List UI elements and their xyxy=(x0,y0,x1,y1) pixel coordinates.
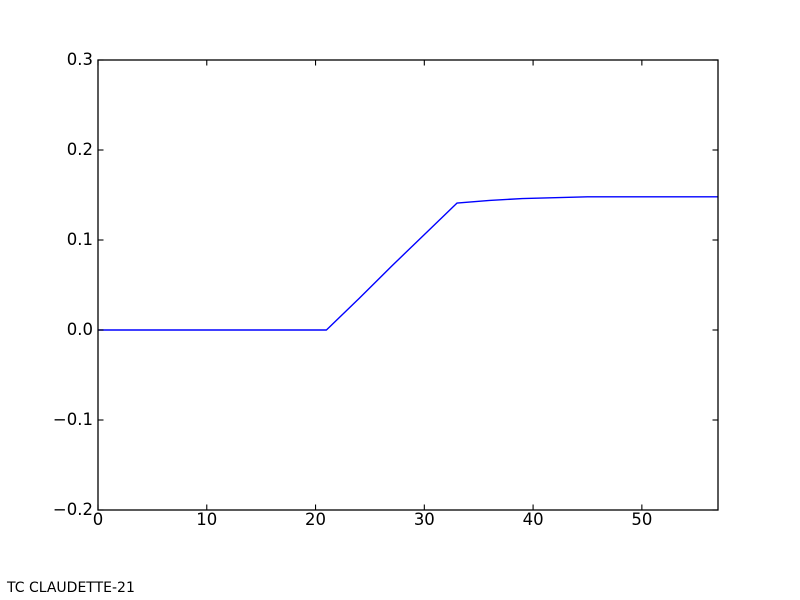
y-tick-label: −0.1 xyxy=(52,410,93,429)
y-tick-label: 0.1 xyxy=(66,230,93,249)
x-tick-label: 50 xyxy=(631,510,653,529)
x-tick-label: 0 xyxy=(92,510,104,529)
series-line-k-parameter xyxy=(98,196,718,331)
chart-footer: TC CLAUDETTE-21 k parameter Bulletin No.… xyxy=(7,556,281,600)
axis-ticks xyxy=(97,59,718,511)
footer-storm-name: TC CLAUDETTE-21 xyxy=(7,579,135,596)
y-tick-label: 0.3 xyxy=(66,50,93,69)
series-lines xyxy=(98,196,718,331)
x-tick-label: 10 xyxy=(196,510,218,529)
y-tick-label: 0.2 xyxy=(66,140,93,159)
x-tick-label: 30 xyxy=(413,510,435,529)
y-tick-label: −0.2 xyxy=(52,500,93,519)
y-tick-label: 0.0 xyxy=(66,320,93,339)
plot-border xyxy=(97,59,719,511)
x-tick-label: 40 xyxy=(522,510,544,529)
x-tick-label: 20 xyxy=(305,510,327,529)
